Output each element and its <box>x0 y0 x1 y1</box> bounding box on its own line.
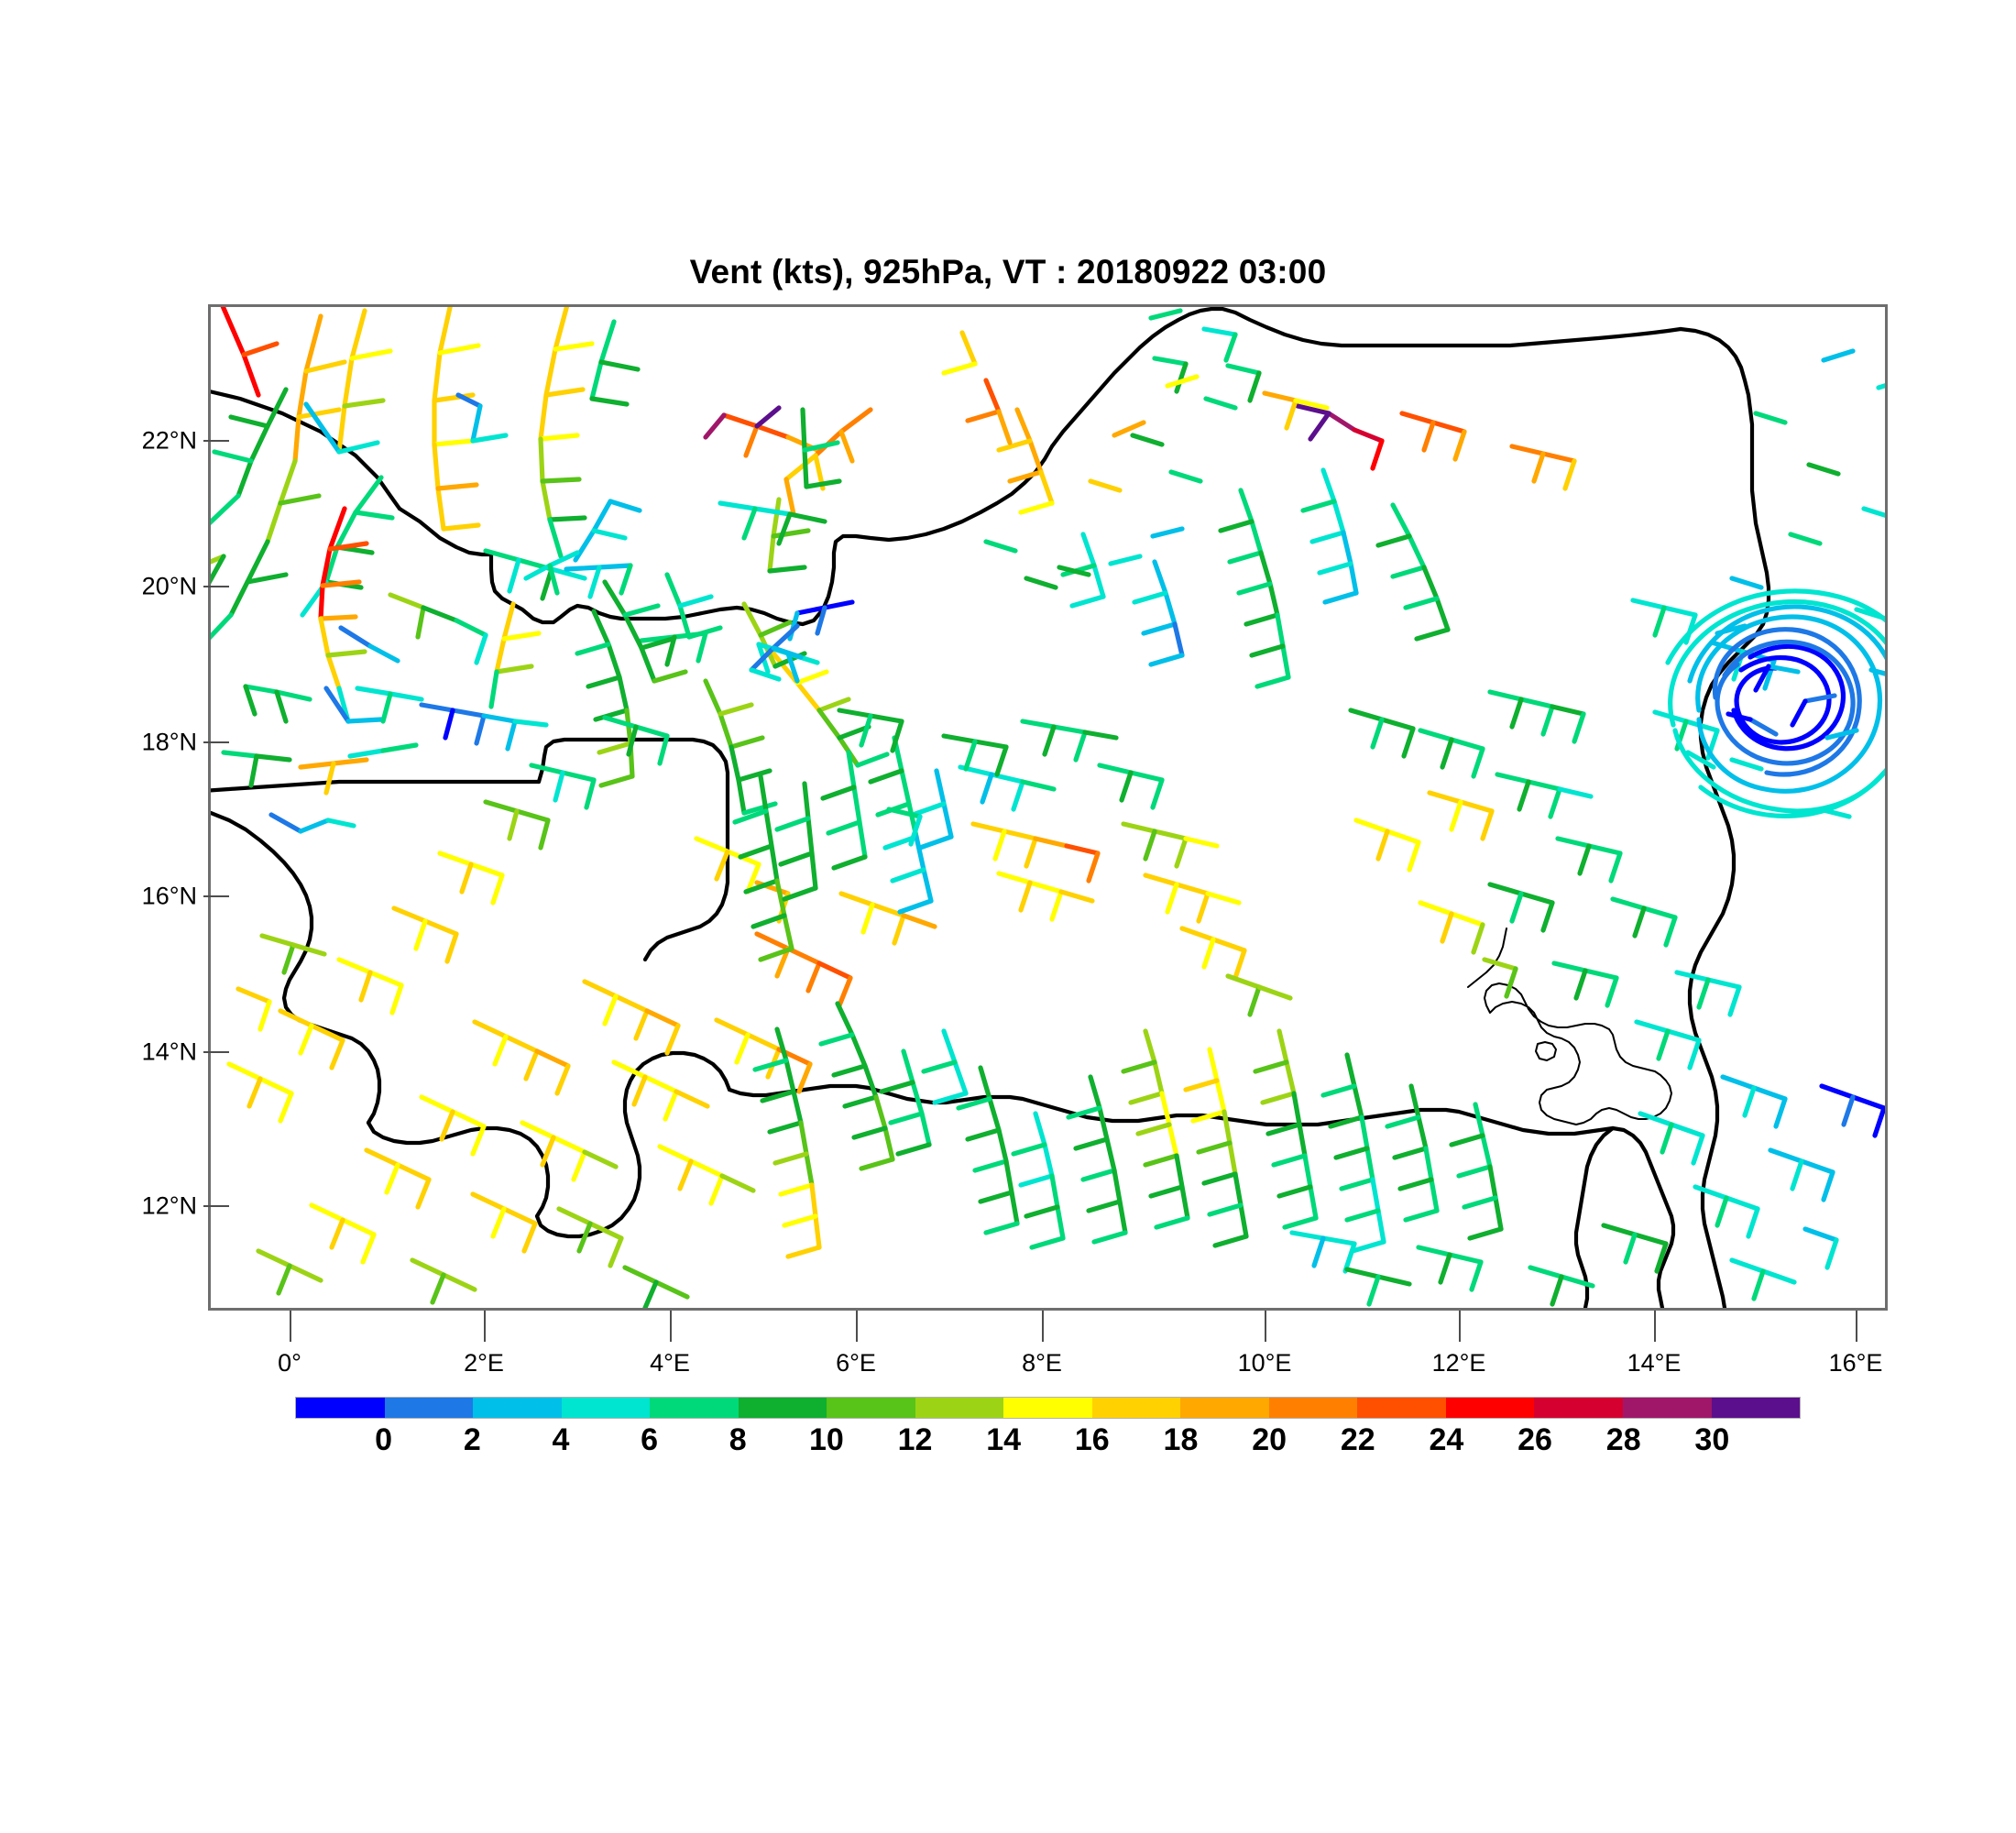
streamline-group-scattered <box>983 308 1885 590</box>
lake-chad-shore-north <box>1467 927 1507 988</box>
colorbar-segment-12 <box>1357 1398 1446 1418</box>
streamline-group-itd <box>732 708 1293 1017</box>
lon-tick-label-4e: 4°E <box>650 1349 690 1377</box>
lon-tick-mark-10e <box>1265 1311 1266 1342</box>
lon-tick-mark-2e <box>484 1311 486 1342</box>
colorbar-tick-8: 8 <box>729 1422 747 1457</box>
border-chad-south-east <box>1687 896 1731 1308</box>
lake-chad-inner-islands <box>1535 1041 1557 1061</box>
colorbar-tick-20: 20 <box>1252 1422 1287 1457</box>
lat-tick-mark-16n <box>203 895 229 897</box>
colorbar-tick-30: 30 <box>1694 1422 1730 1457</box>
colorbar-tick-24: 24 <box>1429 1422 1464 1457</box>
lat-tick-mark-20n <box>203 586 229 587</box>
colorbar-tick-0: 0 <box>375 1422 393 1457</box>
wind-streamlines-layer <box>211 307 1885 1308</box>
colorbar-segment-6 <box>827 1398 915 1418</box>
colorbar-segment-10 <box>1180 1398 1269 1418</box>
border-algeria-niger-step <box>397 506 505 601</box>
lat-tick-label-20n: 20°N <box>141 572 197 600</box>
colorbar-tick-18: 18 <box>1163 1422 1199 1457</box>
colorbar-segment-9 <box>1091 1398 1181 1418</box>
streamline-group-central <box>226 499 890 1124</box>
border-chad-libya-east <box>1678 326 1771 627</box>
colorbar-tick-10: 10 <box>808 1422 844 1457</box>
colorbar-tick-6: 6 <box>641 1422 659 1457</box>
lat-tick-mark-14n <box>203 1051 229 1053</box>
lon-tick-mark-16e <box>1856 1311 1857 1342</box>
colorbar-tick-22: 22 <box>1340 1422 1375 1457</box>
colorbar-segment-5 <box>738 1398 827 1418</box>
lon-tick-label-16e: 16°E <box>1828 1349 1883 1377</box>
lon-tick-mark-14e <box>1654 1311 1656 1342</box>
border-nigeria-chad-lake <box>1610 1125 1676 1308</box>
colorbar-tick-16: 16 <box>1074 1422 1110 1457</box>
colorbar-tick-12: 12 <box>897 1422 933 1457</box>
lon-tick-mark-0 <box>290 1311 291 1342</box>
border-chad-sudan <box>1698 621 1766 902</box>
lake-chad-coastline <box>1467 927 1672 1125</box>
border-mali-niger-step2 <box>536 737 723 785</box>
colorbar-tick-14: 14 <box>986 1422 1022 1457</box>
border-nigeria-cameroon <box>1573 1125 1616 1308</box>
lat-tick-mark-22n <box>203 440 229 442</box>
colorbar-tick-labels: 0 2 4 6 8 10 12 14 16 18 20 22 24 26 28 30 <box>295 1422 1801 1463</box>
colorbar-tick-4: 4 <box>552 1422 570 1457</box>
lon-tick-label-10e: 10°E <box>1237 1349 1292 1377</box>
page-title: Vent (kts), 925hPa, VT : 20180922 03:00 <box>689 253 1327 291</box>
lon-tick-mark-12e <box>1459 1311 1461 1342</box>
lake-chad-outline <box>1484 982 1672 1125</box>
colorbar-segment-3 <box>561 1398 651 1418</box>
border-mali-burkina <box>211 810 382 1125</box>
colorbar-tick-28: 28 <box>1605 1422 1641 1457</box>
border-niger-chad-north <box>1049 307 1683 449</box>
colorbar-segment-15 <box>1622 1398 1712 1418</box>
colorbar-gradient <box>295 1397 1801 1419</box>
lon-tick-mark-4e <box>670 1311 672 1342</box>
colorbar-segment-4 <box>650 1398 739 1418</box>
border-burkina-benin <box>366 1120 551 1219</box>
colorbar-tick-2: 2 <box>463 1422 481 1457</box>
colorbar <box>295 1397 1801 1419</box>
colorbar-segment-1 <box>384 1398 474 1418</box>
border-niger-bend <box>787 444 1055 627</box>
colorbar-segment-7 <box>915 1398 1004 1418</box>
map-plot-area <box>208 304 1888 1311</box>
lat-tick-label-14n: 14°N <box>141 1037 197 1066</box>
lon-tick-label-0: 0° <box>278 1349 301 1377</box>
colorbar-segment-14 <box>1534 1398 1623 1418</box>
lat-tick-label-12n: 12°N <box>141 1191 197 1220</box>
streamline-group-north <box>211 307 873 834</box>
colorbar-segment-8 <box>1003 1398 1092 1418</box>
lat-tick-mark-12n <box>203 1205 229 1207</box>
colorbar-segment-16 <box>1711 1398 1801 1418</box>
streamline-group-sahel <box>256 836 937 1308</box>
border-mali-niger-west <box>211 779 542 793</box>
lon-tick-label-12e: 12°E <box>1431 1349 1486 1377</box>
lon-tick-label-2e: 2°E <box>464 1349 504 1377</box>
lon-tick-mark-8e <box>1042 1311 1044 1342</box>
lon-tick-label-8e: 8°E <box>1022 1349 1062 1377</box>
streamline-group-south <box>752 1001 1504 1307</box>
lat-tick-label-16n: 16°N <box>141 882 197 910</box>
colorbar-segment-13 <box>1445 1398 1535 1418</box>
streamline-group-east <box>941 326 1885 1307</box>
lon-tick-label-14e: 14°E <box>1627 1349 1682 1377</box>
streamline-group-vortex <box>1665 588 1885 819</box>
lat-tick-mark-18n <box>203 741 229 743</box>
border-niger-north <box>499 596 793 625</box>
colorbar-segment-11 <box>1268 1398 1358 1418</box>
map-canvas <box>211 307 1885 1308</box>
lon-tick-mark-6e <box>856 1311 858 1342</box>
colorbar-segment-2 <box>473 1398 562 1418</box>
lat-tick-label-22n: 22°N <box>141 426 197 455</box>
country-borders-layer <box>211 307 1771 1308</box>
colorbar-segment-0 <box>296 1398 385 1418</box>
border-niger-burkina-step <box>642 750 730 962</box>
lon-tick-label-6e: 6°E <box>836 1349 876 1377</box>
colorbar-tick-26: 26 <box>1517 1422 1552 1457</box>
lat-tick-label-18n: 18°N <box>141 728 197 756</box>
